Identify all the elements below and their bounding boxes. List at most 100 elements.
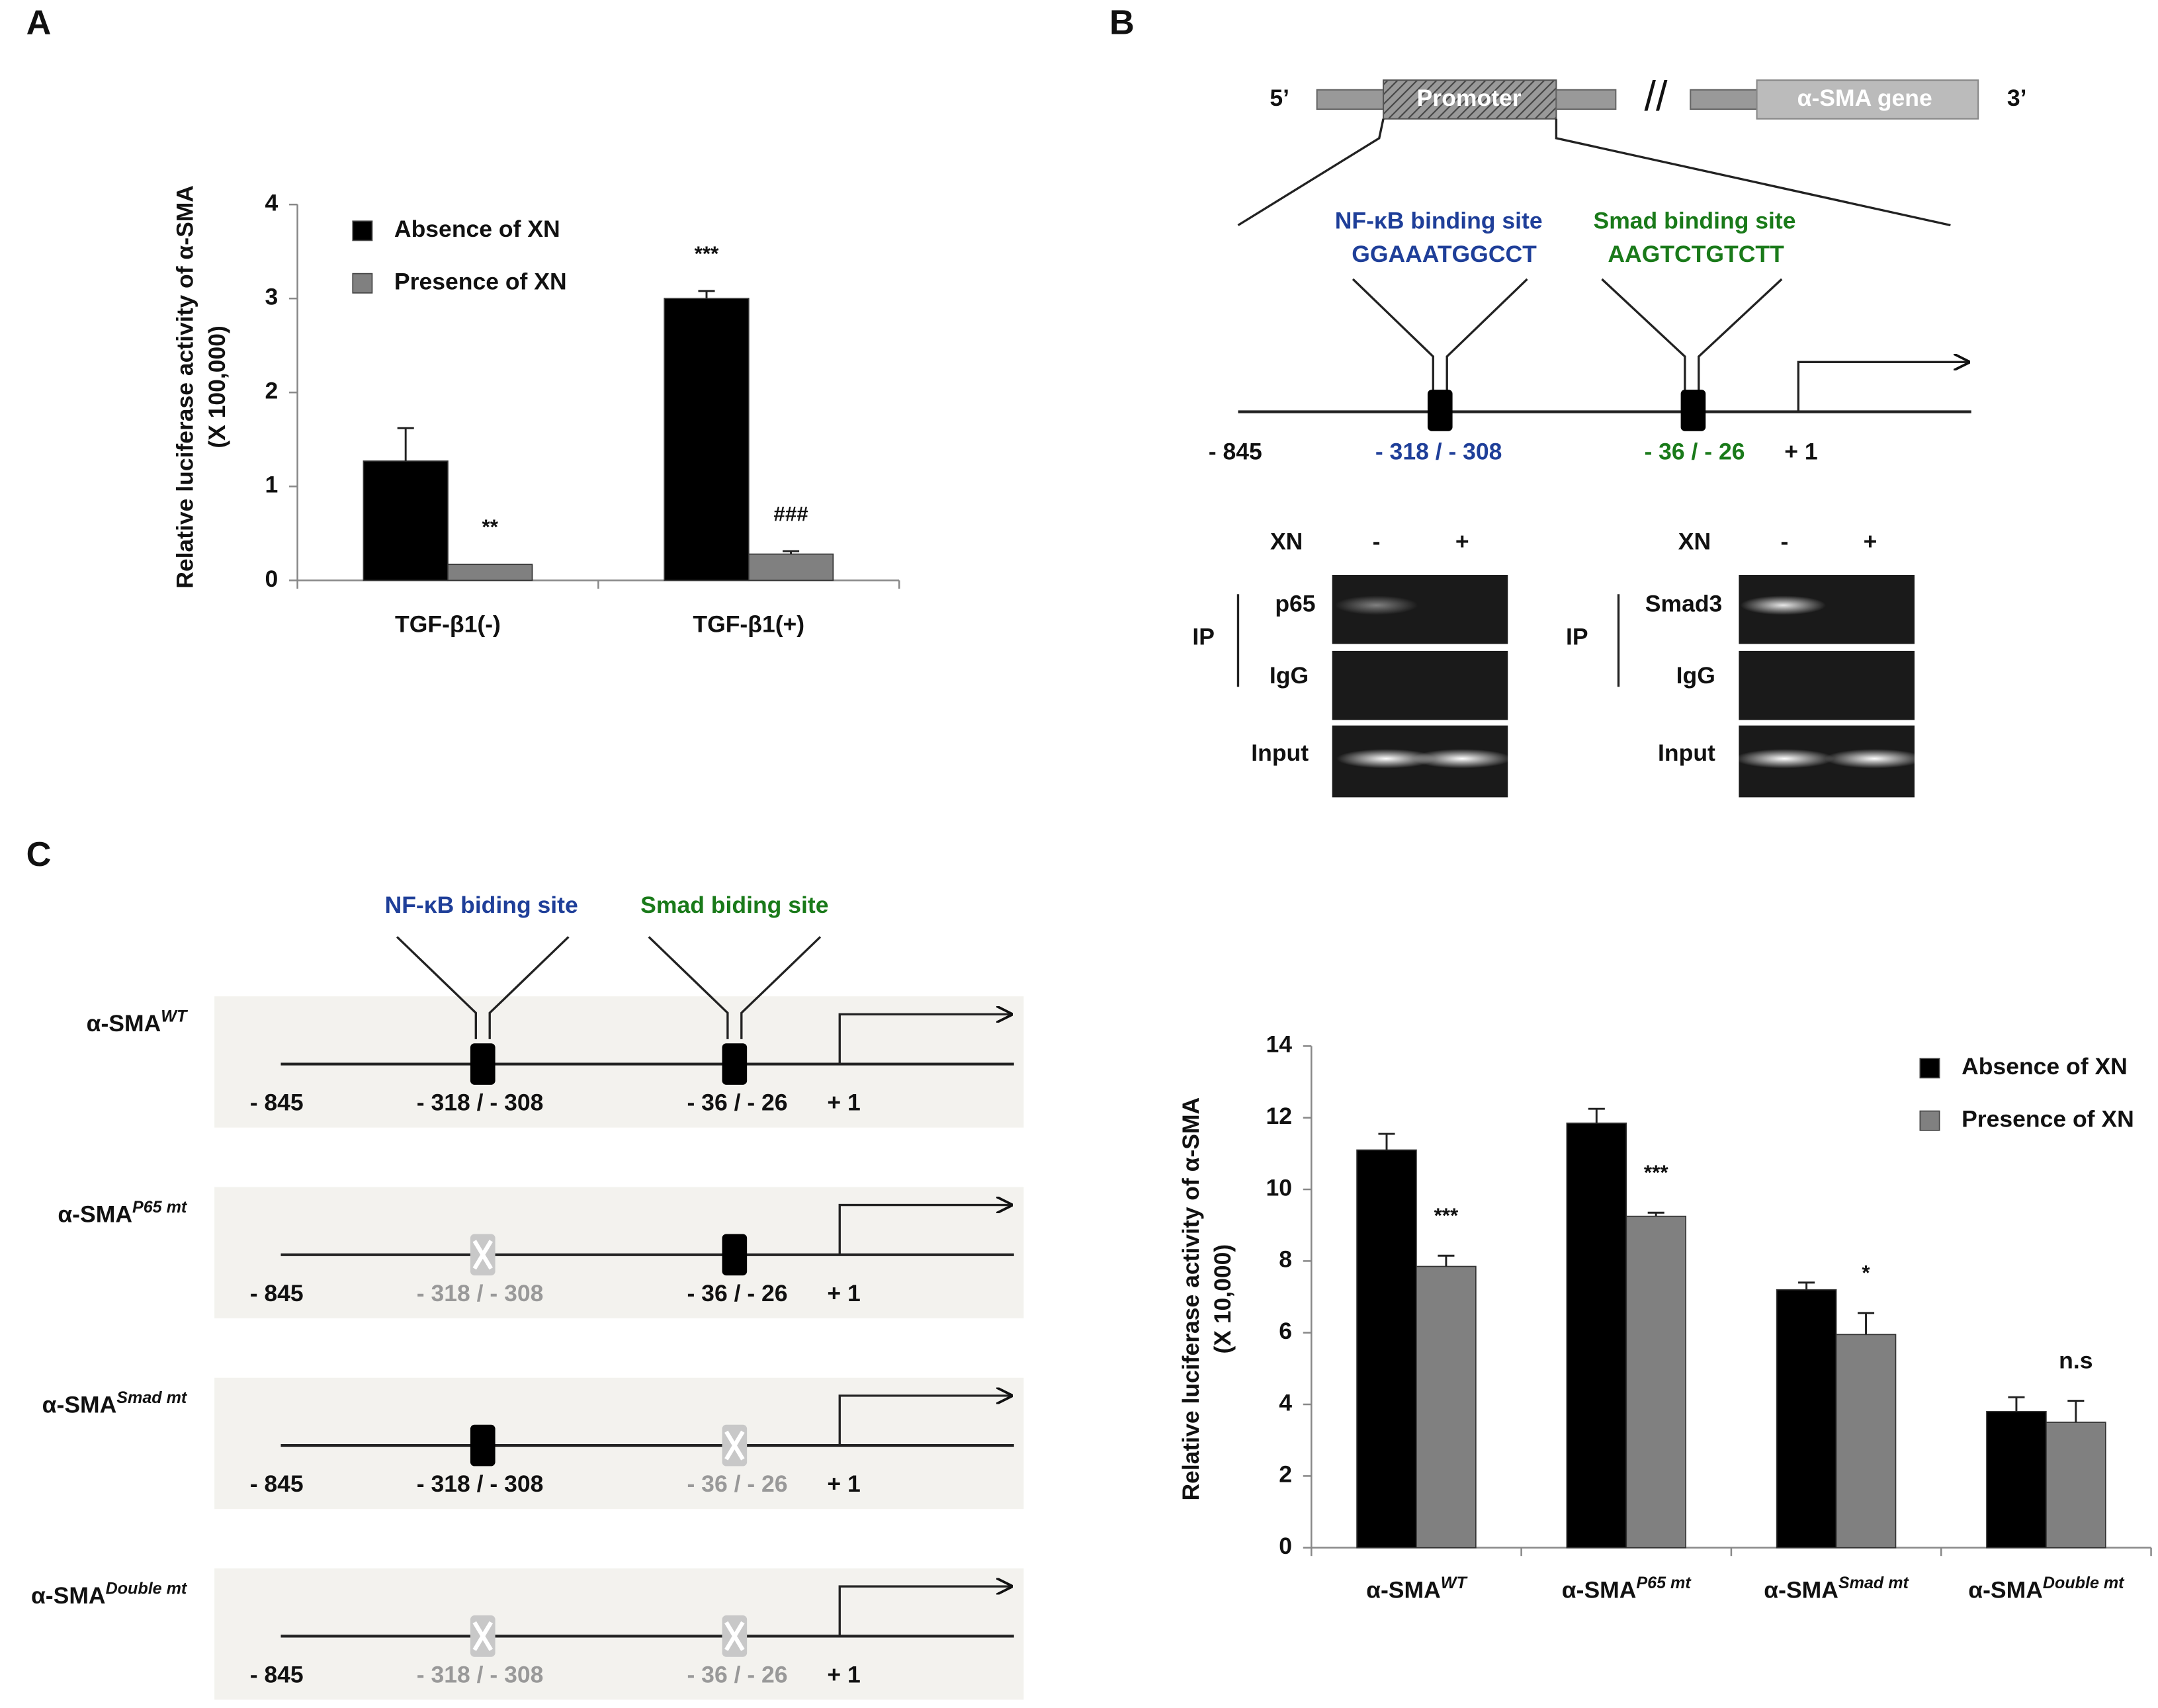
legend-label: Absence of XN xyxy=(394,216,560,242)
nfkb-sequence: GGAAATGGCCT xyxy=(1352,241,1537,267)
tss-arrow xyxy=(838,1396,1011,1446)
significance-label: *** xyxy=(1644,1161,1668,1184)
binding-site xyxy=(470,1043,496,1085)
position-label: - 36 / - 26 xyxy=(687,1089,787,1116)
error-bar xyxy=(1588,1107,1605,1123)
legend-label: Presence of XN xyxy=(1962,1106,2134,1132)
x-tick-label: α-SMAP65 mt xyxy=(1562,1574,1692,1603)
mutation-cross xyxy=(724,1430,745,1461)
site-funnel xyxy=(488,936,570,1039)
lane-label: IgG xyxy=(1676,662,1715,689)
promoter-label: Promoter xyxy=(1417,85,1522,111)
gel-image xyxy=(1332,650,1508,720)
x-tick-label-base: α-SMA xyxy=(1968,1577,2043,1603)
lane-label: p65 xyxy=(1275,590,1315,617)
x-tick-label: α-SMAWT xyxy=(1366,1574,1468,1603)
construct-name: α-SMAP65 mt xyxy=(58,1197,188,1227)
mutation-cross xyxy=(724,1621,745,1651)
construct-background xyxy=(214,996,1024,1128)
error-bar xyxy=(698,290,715,299)
position-label: + 1 xyxy=(827,1661,860,1687)
bar xyxy=(447,564,533,581)
bar xyxy=(1566,1122,1627,1549)
x-tick-label-sup: Double mt xyxy=(2043,1574,2125,1592)
gel-header: - xyxy=(1781,528,1789,554)
position-label: - 36 / - 26 xyxy=(687,1280,787,1306)
tss-arrow xyxy=(838,1205,1011,1255)
zoom-line xyxy=(1237,118,1385,226)
y-tick-label: 1 xyxy=(265,472,279,498)
gene-label: α-SMA gene xyxy=(1797,85,1932,111)
mutation-cross xyxy=(472,1621,494,1651)
position-label: - 845 xyxy=(250,1471,304,1497)
y-axis-label: Relative luciferase activity of α-SMA xyxy=(1178,1097,1204,1501)
three-prime: 3’ xyxy=(2007,85,2027,111)
construct-name-sup: Double mt xyxy=(106,1579,188,1598)
binding-site xyxy=(1680,390,1706,431)
x-tick-label: α-SMADouble mt xyxy=(1968,1574,2125,1603)
mutation-cross xyxy=(472,1240,494,1270)
error-bar xyxy=(782,550,800,554)
position-label: - 318 / - 308 xyxy=(1375,439,1502,465)
x-tick-label-base: TGF-β1(+) xyxy=(693,611,804,638)
y-tick-label: 12 xyxy=(1266,1103,1292,1129)
gel-band xyxy=(1334,595,1418,615)
position-label: - 318 / - 308 xyxy=(417,1089,544,1116)
error-bar xyxy=(2008,1396,2025,1412)
gel-band xyxy=(1740,595,1827,615)
position-label: - 845 xyxy=(250,1089,304,1116)
significance-label: * xyxy=(1862,1261,1870,1285)
tss-arrow xyxy=(838,1014,1011,1064)
binding-site xyxy=(1427,390,1453,431)
error-bar xyxy=(2067,1400,2085,1423)
construct-name-base: α-SMA xyxy=(42,1392,117,1418)
panel-letter: B xyxy=(1109,3,1135,42)
x-tick-label-base: α-SMA xyxy=(1764,1577,1838,1603)
position-label: - 845 xyxy=(1209,439,1262,465)
y-tick-label: 4 xyxy=(1279,1389,1292,1416)
site-funnel xyxy=(1352,278,1434,394)
site-funnel xyxy=(1601,278,1686,394)
x-tick-label: α-SMASmad mt xyxy=(1764,1574,1909,1603)
legend-label: Absence of XN xyxy=(1962,1053,2128,1080)
y-tick-label: 10 xyxy=(1266,1174,1292,1201)
construct-background xyxy=(214,1377,1024,1510)
lane-label: Smad3 xyxy=(1645,590,1723,617)
y-tick-label: 14 xyxy=(1266,1031,1292,1058)
gel-image xyxy=(1739,650,1915,720)
error-bar xyxy=(1798,1281,1815,1290)
break-mark: // xyxy=(1645,73,1668,120)
ip-label: IP xyxy=(1566,624,1588,650)
position-label: - 845 xyxy=(250,1280,304,1306)
bar xyxy=(1625,1215,1687,1549)
tss-arrow xyxy=(838,1586,1011,1637)
y-tick-label: 4 xyxy=(265,190,279,216)
construct-background xyxy=(214,1568,1024,1700)
y-axis-label: (X 100,000) xyxy=(204,325,230,448)
x-tick-label-sup: Smad mt xyxy=(1838,1574,1910,1592)
bar xyxy=(363,460,449,581)
y-tick-label: 3 xyxy=(265,284,279,310)
y-axis-label: Relative luciferase activity of α-SMA xyxy=(172,185,198,589)
gel-band xyxy=(1336,749,1436,769)
bar xyxy=(1416,1265,1477,1549)
significance-label: *** xyxy=(695,242,719,265)
dna-segment xyxy=(1316,89,1385,110)
bar xyxy=(2046,1422,2106,1549)
legend-swatch xyxy=(1919,1058,1940,1079)
y-tick-label: 6 xyxy=(1279,1318,1292,1344)
zoom-line xyxy=(1555,118,1951,227)
bar xyxy=(748,553,834,581)
gel-header: XN xyxy=(1678,528,1711,554)
ip-label: IP xyxy=(1192,624,1215,650)
x-tick-label-sup: P65 mt xyxy=(1636,1574,1692,1592)
bar xyxy=(1835,1334,1897,1549)
legend-swatch xyxy=(352,273,373,294)
construct-name-sup: WT xyxy=(161,1007,189,1025)
site-funnel xyxy=(396,936,477,1039)
smad-site-label: Smad binding site xyxy=(1594,208,1796,234)
nfkb-site-label: NF-κB biding site xyxy=(385,892,578,918)
construct-name-base: α-SMA xyxy=(87,1010,161,1037)
tss-arrow xyxy=(1797,362,1968,412)
